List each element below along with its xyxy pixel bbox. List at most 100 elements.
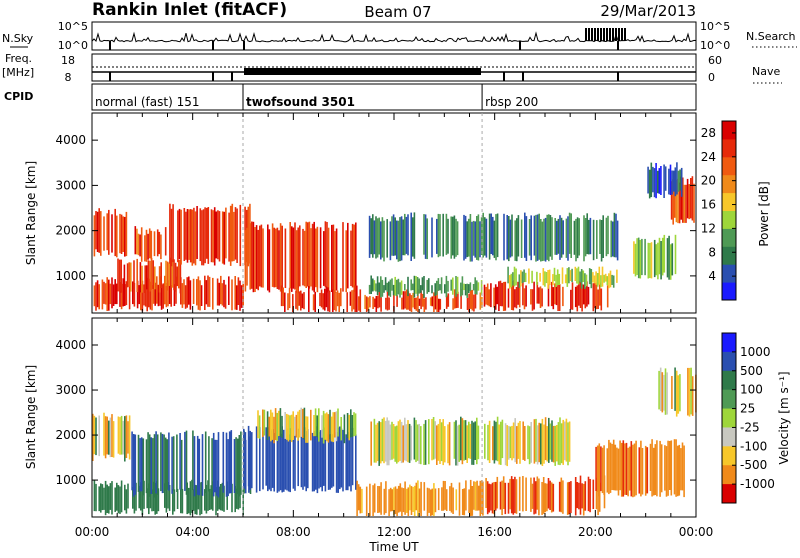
- heat-cell: [385, 297, 387, 310]
- heat-cell: [661, 372, 664, 413]
- heat-cell: [123, 264, 126, 288]
- heat-cell: [564, 274, 567, 284]
- heat-cell: [392, 424, 395, 459]
- heat-cell: [236, 488, 238, 509]
- heat-cell: [581, 284, 583, 312]
- heat-cell: [538, 213, 540, 260]
- heat-cell: [616, 220, 619, 261]
- heat-cell: [384, 420, 387, 462]
- heat-cell: [556, 269, 559, 285]
- velocity-colorbar-segment: [722, 446, 736, 466]
- power-colorbar-segment: [722, 210, 736, 229]
- heat-cell: [576, 285, 579, 312]
- heat-cell: [112, 421, 115, 458]
- heat-cell: [140, 227, 143, 262]
- heat-cell: [351, 415, 354, 437]
- heat-cell: [372, 296, 374, 309]
- heat-cell: [600, 446, 602, 492]
- heat-cell: [119, 282, 121, 307]
- heat-cell: [208, 276, 211, 307]
- heat-cell: [534, 481, 537, 514]
- cpid-segment-1: normal (fast) 151: [95, 95, 199, 109]
- heat-cell: [396, 220, 398, 260]
- heat-cell: [527, 425, 529, 460]
- heat-cell: [674, 184, 676, 218]
- heat-cell: [636, 238, 638, 275]
- heat-cell: [170, 208, 173, 267]
- heat-cell: [168, 284, 171, 304]
- heat-cell: [92, 413, 94, 461]
- heat-cell: [461, 418, 464, 465]
- heat-cell: [319, 227, 322, 289]
- heat-cell: [508, 425, 510, 460]
- heat-cell: [212, 481, 214, 511]
- heat-cell: [183, 208, 186, 261]
- velocity-colorbar-segment: [722, 370, 736, 391]
- heat-cell: [487, 424, 489, 461]
- heat-cell: [660, 166, 662, 195]
- power-colorbar-segment: [722, 174, 736, 194]
- heat-cell: [378, 421, 380, 466]
- heat-cell: [466, 425, 468, 463]
- heat-cell: [161, 433, 164, 494]
- heat-cell: [412, 292, 414, 308]
- heat-cell: [289, 415, 291, 440]
- heat-cell: [558, 273, 561, 285]
- velocity-ylabel: Slant Range [km]: [24, 365, 38, 469]
- heat-cell: [445, 275, 448, 298]
- heat-cell: [122, 420, 124, 455]
- heat-cell: [622, 440, 625, 497]
- heat-cell: [548, 269, 551, 286]
- heat-cell: [396, 488, 398, 516]
- heat-cell: [679, 374, 681, 412]
- heat-cell: [174, 262, 177, 292]
- nsky-spike: [618, 28, 620, 41]
- heat-cell: [653, 168, 656, 198]
- y-tick-label: 4000: [55, 338, 86, 352]
- time-tick-label: 04:00: [175, 525, 210, 539]
- heat-cell: [319, 430, 322, 488]
- velocity-colorbar-segment: [722, 408, 736, 428]
- heat-cell: [183, 279, 185, 305]
- heat-cell: [327, 434, 330, 490]
- heat-cell: [231, 279, 233, 311]
- heat-cell: [536, 476, 539, 510]
- heat-cell: [608, 439, 610, 495]
- heat-cell: [368, 215, 371, 258]
- heat-cell: [651, 439, 653, 497]
- heat-cell: [111, 481, 113, 515]
- heat-cell: [194, 484, 196, 515]
- heat-cell: [540, 219, 542, 262]
- cpid-segments: normal (fast) 151 twofsound 3501 rbsp 200: [95, 84, 538, 110]
- heat-cell: [243, 428, 245, 489]
- heat-cell: [554, 218, 556, 255]
- heat-cell: [428, 488, 430, 513]
- heat-cell: [199, 482, 201, 516]
- heat-cell: [201, 210, 203, 266]
- heat-cell: [294, 222, 296, 290]
- heat-cell: [220, 484, 222, 511]
- heat-cell: [656, 440, 658, 497]
- heat-cell: [119, 417, 121, 455]
- time-tick-label: 20:00: [578, 525, 613, 539]
- heat-cell: [518, 476, 521, 511]
- heat-cell: [200, 285, 203, 306]
- heat-cell: [114, 208, 116, 257]
- heat-cell: [423, 482, 426, 511]
- heat-cell: [378, 486, 381, 513]
- heat-cell: [286, 413, 288, 440]
- heat-cell: [413, 485, 416, 516]
- heat-cell: [578, 281, 580, 306]
- heat-cell: [136, 280, 139, 309]
- power-colorbar-tick-label: 16: [701, 198, 716, 212]
- heat-cell: [493, 220, 496, 258]
- heat-cell: [181, 488, 184, 514]
- heat-cell: [237, 488, 240, 510]
- heat-cell: [234, 276, 236, 310]
- heat-cell: [671, 170, 673, 195]
- heat-cell: [575, 218, 577, 262]
- heat-cell: [453, 421, 456, 459]
- heat-cell: [538, 422, 540, 463]
- heat-cell: [147, 260, 150, 288]
- heat-cell: [586, 213, 588, 255]
